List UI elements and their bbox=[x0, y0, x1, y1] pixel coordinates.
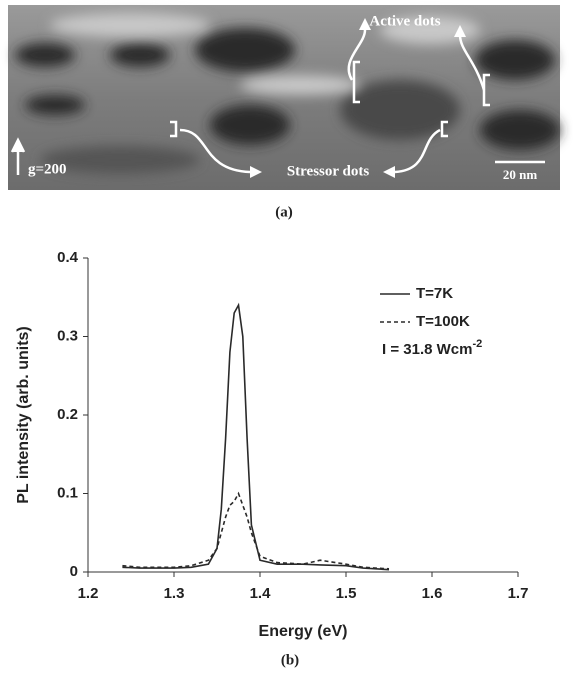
x-tick-label: 1.5 bbox=[336, 585, 357, 602]
tem-image: Active dots Stressor dots g=200 20 nm bbox=[8, 5, 560, 190]
label: g=200 bbox=[28, 161, 67, 177]
annotation-text: I = 31.8 Wcm bbox=[382, 341, 472, 358]
caption: (b) bbox=[281, 652, 299, 668]
y-tick-label: 0 bbox=[70, 563, 78, 580]
legend-label: T=7K bbox=[416, 285, 453, 302]
x-tick-label: 1.6 bbox=[422, 585, 443, 602]
label: Stressor dots bbox=[287, 163, 370, 179]
y-axis-label: PL intensity (arb. units) bbox=[15, 326, 32, 504]
y-tick-label: 0.3 bbox=[57, 327, 78, 344]
x-tick-label: 1.3 bbox=[164, 585, 185, 602]
series-line bbox=[122, 302, 390, 571]
legend-label: T=100K bbox=[416, 313, 470, 330]
x-axis-label: Energy (eV) bbox=[259, 623, 348, 640]
x-tick-label: 1.7 bbox=[508, 585, 529, 602]
y-tick-label: 0.1 bbox=[57, 484, 78, 501]
series-line bbox=[122, 491, 390, 570]
y-tick-label: 0.4 bbox=[57, 249, 79, 266]
y-tick-label: 0.2 bbox=[57, 406, 78, 423]
annotation: I = 31.8 Wcm-2 bbox=[382, 338, 482, 358]
caption: (a) bbox=[275, 204, 293, 220]
scale-label: 20 nm bbox=[503, 167, 537, 182]
label: Active dots bbox=[369, 13, 440, 29]
x-tick-label: 1.4 bbox=[250, 585, 272, 602]
x-tick-label: 1.2 bbox=[78, 585, 99, 602]
annotation-superscript: -2 bbox=[472, 338, 482, 350]
